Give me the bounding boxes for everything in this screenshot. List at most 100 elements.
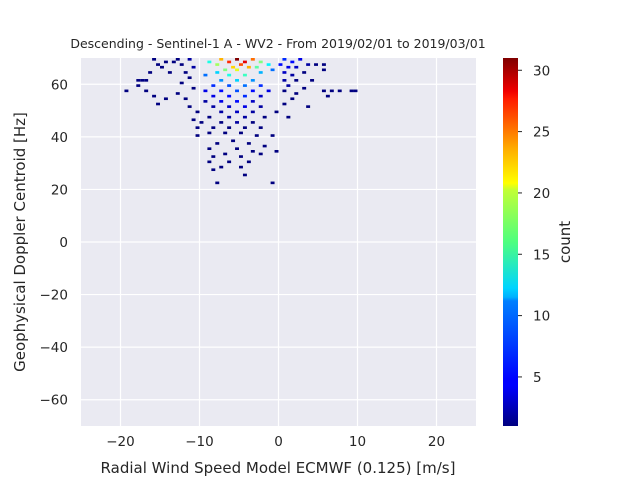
heatmap-cell (246, 65, 251, 69)
y-tick-label: −40 (40, 340, 69, 356)
heatmap-cell (242, 105, 247, 108)
heatmap-cell (314, 63, 318, 66)
heatmap-cell (211, 105, 216, 108)
heatmap-cell (235, 121, 239, 124)
heatmap-cell (211, 84, 216, 87)
heatmap-cell (199, 121, 204, 124)
heatmap-cell (231, 65, 236, 69)
heatmap-cell (250, 150, 255, 153)
heatmap-cell (235, 147, 239, 150)
heatmap-cell (227, 60, 232, 64)
x-tick-label: −20 (106, 434, 135, 450)
heatmap-cell (242, 126, 247, 129)
heatmap-cell (282, 89, 287, 93)
heatmap-cell (227, 73, 232, 77)
heatmap-cell (227, 84, 232, 87)
colorbar-tick-label: 25 (533, 125, 550, 141)
heatmap-cell (258, 126, 263, 129)
heatmap-cell (235, 89, 239, 93)
heatmap-cell (227, 160, 232, 164)
heatmap-cell (235, 58, 239, 61)
heatmap-cell (187, 58, 192, 61)
heatmap-cell (215, 71, 220, 74)
heatmap-cell (306, 105, 311, 108)
heatmap-cell (171, 60, 176, 64)
heatmap-cell (235, 68, 239, 72)
heatmap-cell (286, 115, 291, 119)
heatmap-cell (215, 63, 220, 66)
heatmap-cell (144, 79, 149, 82)
heatmap-cell (250, 100, 255, 103)
heatmap-cell (239, 165, 243, 169)
heatmap-cell (207, 60, 212, 64)
heatmap-cell (203, 100, 208, 103)
colorbar-label: count (556, 221, 574, 263)
heatmap-cell (325, 94, 330, 98)
heatmap-cell (258, 60, 263, 64)
heatmap-cell (156, 63, 160, 66)
heatmap-cell (258, 71, 263, 74)
heatmap-cell (227, 115, 232, 119)
heatmap-cell (191, 65, 196, 69)
colorbar (503, 58, 518, 426)
heatmap-cell (163, 97, 168, 101)
heatmap-cell (250, 58, 255, 61)
heatmap-cells (124, 58, 358, 185)
heatmap-cell (195, 110, 200, 114)
heatmap-cell (163, 60, 168, 64)
heatmap-cell (175, 92, 180, 95)
heatmap-cell (282, 102, 287, 106)
x-tick-label: 20 (428, 434, 445, 450)
heatmap-cell (242, 84, 247, 87)
heatmap-cell (250, 79, 255, 82)
y-tick-label: 40 (51, 130, 68, 146)
grid-lines (81, 58, 476, 426)
heatmap-cell (294, 79, 299, 82)
heatmap-cell (187, 76, 192, 80)
heatmap-cell (167, 71, 172, 74)
heatmap-cell (227, 105, 232, 108)
heatmap-cell (183, 71, 188, 74)
heatmap-cell (239, 131, 243, 135)
colorbar-tick-label: 10 (533, 309, 550, 325)
heatmap-cell (282, 79, 287, 82)
y-tick-label: 60 (51, 77, 68, 93)
heatmap-cell (266, 63, 271, 66)
heatmap-cell (144, 89, 149, 93)
heatmap-cell (242, 60, 247, 64)
heatmap-cell (223, 152, 228, 156)
heatmap-cell (207, 147, 212, 150)
heatmap-cell (235, 79, 239, 82)
heatmap-cell (227, 94, 232, 98)
heatmap-cell (278, 63, 283, 66)
heatmap-cell (258, 94, 263, 98)
heatmap-cell (266, 89, 271, 93)
y-tick-label: −20 (40, 288, 69, 304)
heatmap-cell (136, 79, 141, 82)
heatmap-cell (231, 139, 236, 143)
heatmap-cell (235, 100, 239, 103)
colorbar-tick-label: 30 (533, 63, 550, 79)
heatmap-cell (207, 115, 212, 119)
colorbar-ticks: 5 10 15 20 25 30 (518, 63, 550, 386)
heatmap-cell (250, 121, 255, 124)
heatmap-cell (219, 89, 224, 93)
colorbar-tick-label: 20 (533, 186, 550, 202)
chart-title: Descending - Sentinel-1 A - WV2 - From 2… (70, 36, 485, 51)
heatmap-cell (302, 71, 307, 74)
heatmap-cell (239, 155, 243, 158)
y-axis-label: Geophysical Doppler Centroid [Hz] (11, 112, 29, 372)
heatmap-cell (211, 94, 216, 98)
heatmap-cell (329, 89, 334, 93)
heatmap-cell (211, 168, 216, 172)
heatmap-cell (219, 110, 224, 114)
heatmap-cell (219, 79, 224, 82)
heatmap-cell (258, 105, 263, 108)
heatmap-cell (187, 105, 192, 108)
heatmap-cell (175, 58, 180, 61)
heatmap-cell (207, 160, 212, 164)
heatmap-cell (262, 115, 267, 119)
heatmap-cell (337, 89, 342, 93)
heatmap-cell (203, 73, 208, 77)
heatmap-cell (262, 144, 267, 148)
